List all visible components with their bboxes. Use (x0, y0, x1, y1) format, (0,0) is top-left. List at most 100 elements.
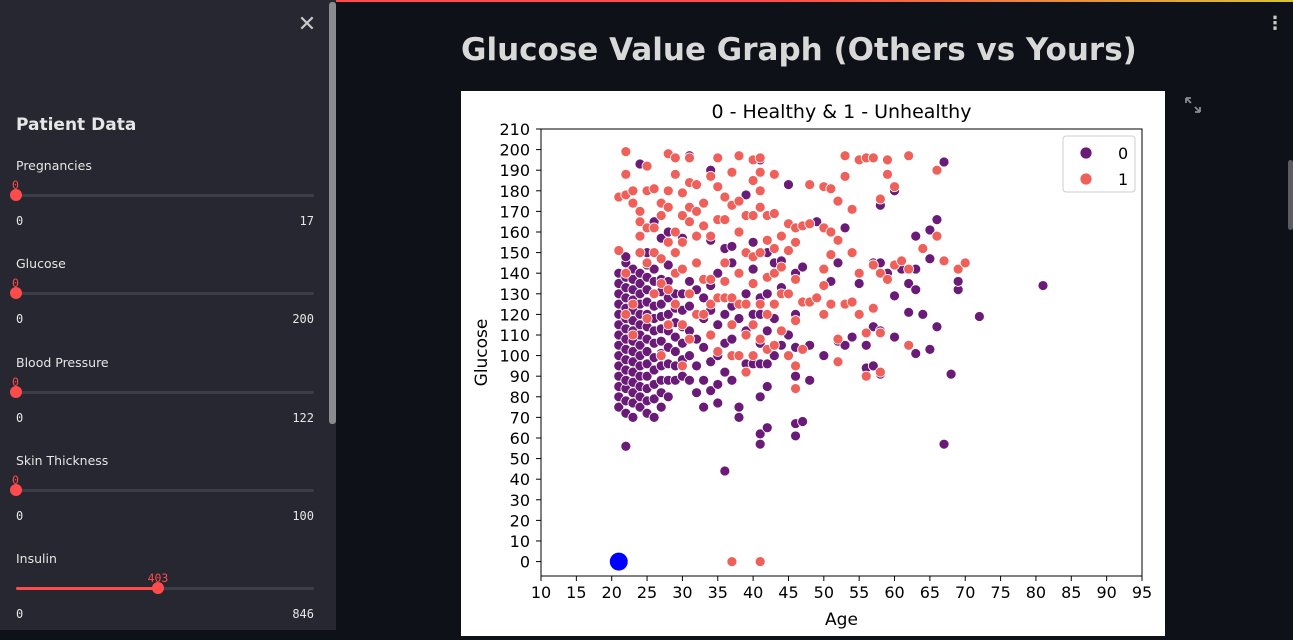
data-point-class-1 (768, 168, 780, 180)
data-point-class-1 (832, 333, 844, 345)
slider-min: 0 (16, 312, 24, 326)
slider-track[interactable] (16, 587, 314, 590)
pregnancies-slider[interactable]: Pregnancies 0 0 17 (10, 158, 314, 238)
slider-thumb[interactable] (10, 484, 22, 496)
insulin-slider[interactable]: Insulin 403 0 846 (16, 551, 314, 631)
data-point-class-1 (853, 267, 865, 279)
data-point-class-1 (783, 288, 794, 300)
data-point-class-0 (733, 401, 745, 413)
y-tick-label: 200 (499, 141, 530, 160)
data-point-class-0 (903, 306, 915, 318)
data-point-class-0 (648, 263, 660, 275)
data-point-class-1 (818, 263, 830, 275)
x-tick-label: 30 (672, 583, 692, 602)
data-point-class-0 (641, 358, 653, 370)
slider-track[interactable] (16, 489, 314, 492)
skin-thickness-slider[interactable]: Skin Thickness 0 0 100 (10, 453, 314, 533)
close-icon[interactable]: ✕ (297, 12, 317, 37)
data-point-class-0 (684, 300, 695, 312)
sidebar-scrollbar[interactable] (329, 2, 336, 424)
data-point-class-1 (754, 201, 766, 213)
glucose-slider[interactable]: Glucose 0 0 200 (10, 256, 314, 336)
data-point-class-0 (627, 411, 639, 423)
slider-thumb[interactable] (10, 189, 22, 201)
fullscreen-icon[interactable] (1184, 96, 1202, 114)
data-point-class-1 (882, 168, 893, 180)
slider-min: 0 (16, 607, 24, 621)
data-point-class-0 (945, 368, 957, 380)
data-point-class-0 (839, 222, 851, 234)
data-point-class-1 (627, 197, 639, 209)
data-point-class-1 (903, 150, 915, 162)
slider-value: 0 (12, 178, 19, 192)
data-point-class-1 (691, 179, 702, 191)
data-point-class-1 (740, 329, 752, 341)
data-point-class-0 (853, 278, 865, 289)
data-point-class-0 (1037, 280, 1049, 291)
slider-value: 0 (12, 473, 19, 487)
data-point-class-0 (733, 411, 745, 423)
data-point-class-1 (797, 344, 809, 355)
slider-value: 0 (12, 375, 19, 389)
data-point-class-1 (684, 216, 695, 228)
data-point-class-0 (931, 321, 943, 333)
y-tick-label: 10 (510, 532, 530, 551)
data-point-class-0 (662, 259, 674, 271)
data-point-class-1 (846, 296, 858, 308)
data-point-class-1 (691, 205, 702, 217)
x-tick-label: 85 (1061, 583, 1081, 602)
slider-label: Skin Thickness (16, 453, 109, 468)
slider-fill (16, 587, 158, 590)
data-point-class-1 (655, 278, 667, 289)
data-point-class-0 (924, 224, 936, 236)
y-tick-label: 60 (510, 429, 530, 448)
sidebar-title: Patient Data (16, 115, 137, 135)
data-point-class-1 (662, 284, 674, 296)
slider-track[interactable] (16, 292, 314, 295)
slider-thumb[interactable] (10, 287, 22, 299)
data-point-class-1 (677, 210, 688, 221)
more-vertical-icon[interactable]: ⋮ (1266, 13, 1284, 34)
slider-track[interactable] (16, 194, 314, 197)
data-point-class-0 (818, 350, 830, 361)
slider-track[interactable] (16, 391, 314, 394)
data-point-class-1 (747, 350, 759, 361)
data-point-class-1 (775, 325, 787, 337)
data-point-class-1 (747, 210, 759, 221)
y-tick-label: 30 (510, 491, 530, 510)
data-point-class-1 (747, 278, 759, 289)
x-tick-label: 60 (884, 583, 904, 602)
data-point-class-0 (719, 366, 731, 378)
data-point-class-1 (853, 308, 865, 320)
data-point-class-0 (648, 411, 660, 423)
data-point-class-0 (655, 401, 667, 413)
data-point-class-0 (931, 214, 943, 226)
y-tick-label: 150 (499, 244, 530, 263)
y-tick-label: 140 (499, 264, 530, 283)
data-point-class-0 (698, 401, 710, 413)
data-point-class-0 (783, 179, 794, 191)
data-point-class-1 (818, 308, 830, 320)
data-point-class-1 (655, 253, 667, 265)
data-point-class-0 (747, 236, 759, 248)
slider-min: 0 (16, 411, 24, 425)
data-point-class-1 (705, 298, 717, 310)
data-point-class-1 (684, 288, 695, 300)
data-point-class-1 (677, 360, 688, 372)
data-point-class-1 (726, 166, 738, 178)
blood-pressure-slider[interactable]: Blood Pressure 0 0 122 (10, 355, 314, 435)
data-point-class-1 (648, 247, 660, 258)
data-point-class-1 (662, 236, 674, 248)
data-point-class-1 (874, 327, 886, 339)
data-point-class-1 (825, 298, 837, 310)
x-tick-label: 75 (990, 583, 1010, 602)
main-scrollbar[interactable] (1288, 160, 1293, 230)
data-point-class-0 (754, 391, 766, 403)
slider-thumb[interactable] (10, 386, 22, 398)
data-point-class-1 (768, 208, 780, 219)
data-point-class-0 (754, 438, 766, 450)
data-point-class-1 (733, 267, 745, 279)
data-point-class-1 (719, 214, 731, 226)
slider-thumb[interactable] (151, 582, 164, 594)
data-point-class-1 (818, 280, 830, 291)
